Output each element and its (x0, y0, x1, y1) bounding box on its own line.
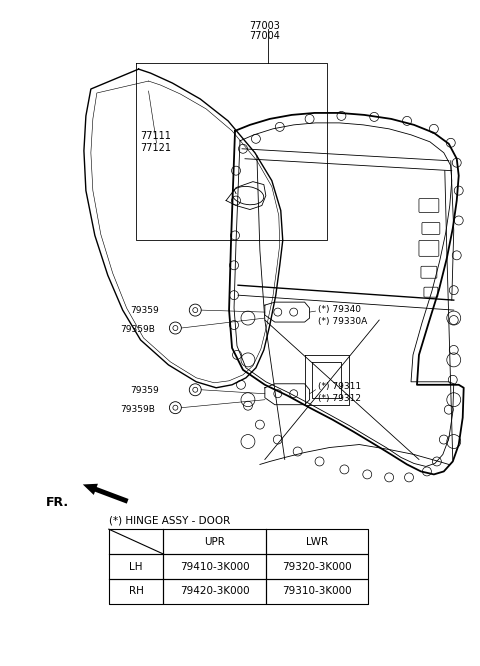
FancyArrow shape (83, 484, 129, 503)
Text: 77111: 77111 (141, 131, 171, 141)
Text: FR.: FR. (46, 496, 69, 509)
Text: 77003: 77003 (250, 21, 280, 31)
Text: (*) 79340: (*) 79340 (318, 305, 360, 314)
Text: 77004: 77004 (250, 31, 280, 41)
Text: UPR: UPR (204, 537, 225, 547)
Text: (*) 79311: (*) 79311 (318, 382, 360, 391)
Text: (*) HINGE ASSY - DOOR: (*) HINGE ASSY - DOOR (109, 515, 230, 525)
Text: LWR: LWR (306, 537, 328, 547)
Text: 79359B: 79359B (120, 405, 156, 414)
Text: (*) 79312: (*) 79312 (318, 394, 360, 403)
Text: 79359B: 79359B (120, 325, 156, 334)
Text: LH: LH (129, 561, 143, 571)
Text: 79310-3K000: 79310-3K000 (282, 587, 352, 597)
Text: 77121: 77121 (141, 143, 171, 153)
Text: RH: RH (129, 587, 144, 597)
Text: 79410-3K000: 79410-3K000 (180, 561, 250, 571)
Text: 79359: 79359 (131, 306, 159, 315)
Text: 79320-3K000: 79320-3K000 (282, 561, 352, 571)
Text: (*) 79330A: (*) 79330A (318, 317, 367, 326)
Text: 79359: 79359 (131, 386, 159, 395)
Text: 79420-3K000: 79420-3K000 (180, 587, 250, 597)
